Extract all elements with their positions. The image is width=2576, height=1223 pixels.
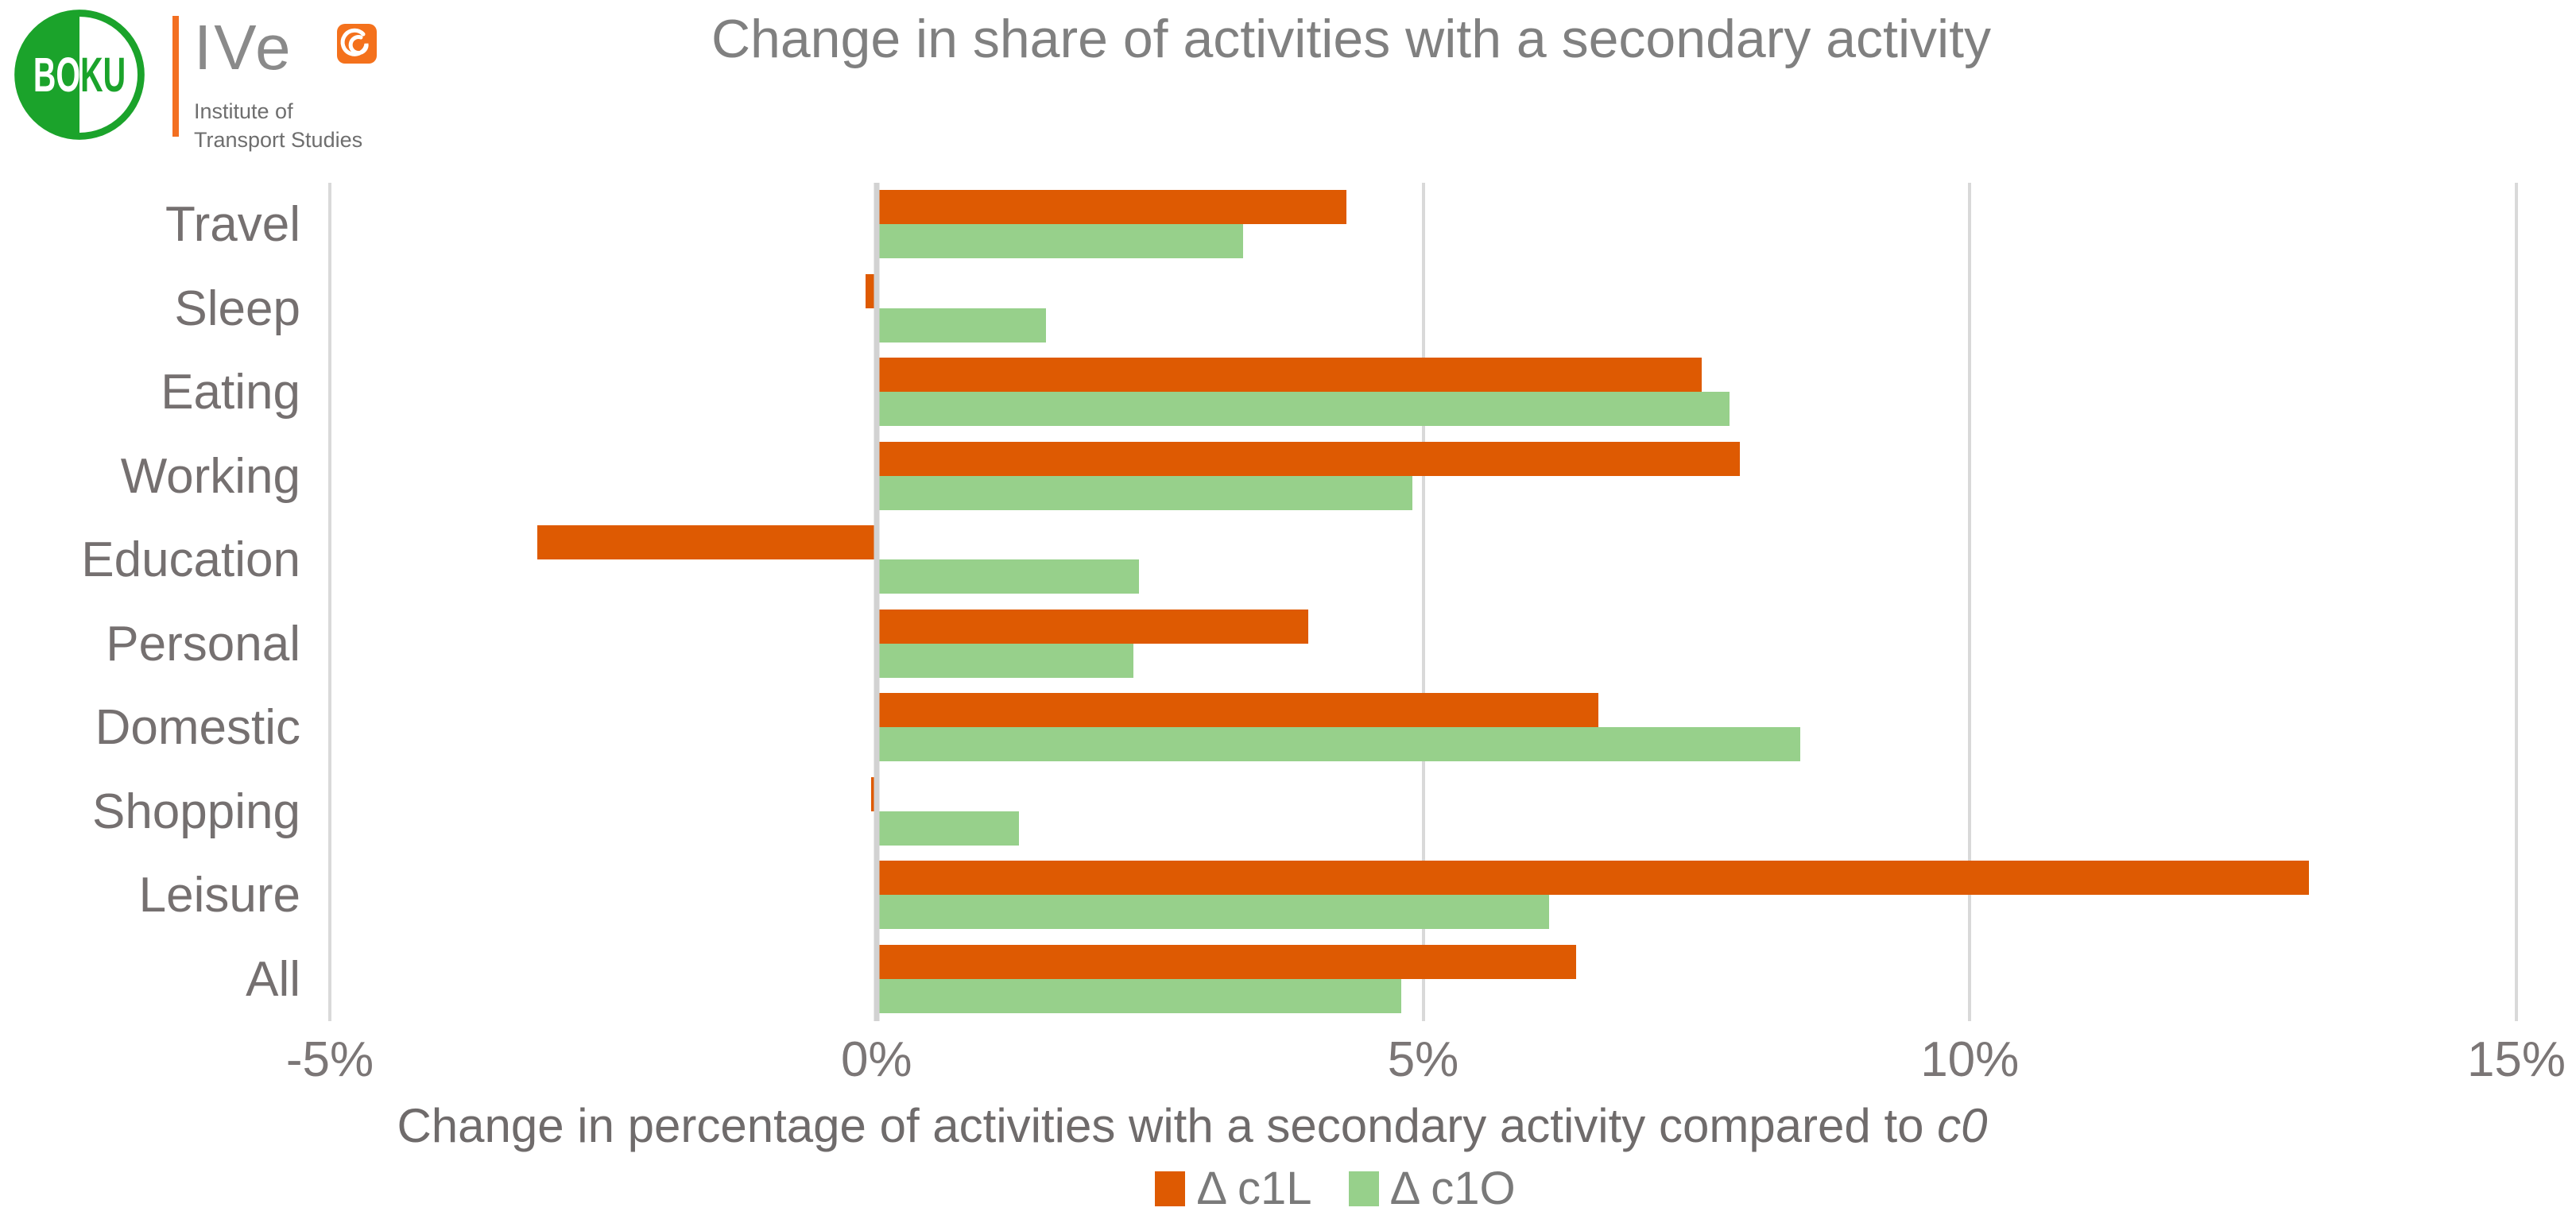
legend-swatch-c1L: [1155, 1171, 1186, 1206]
bar-c1O-leisure: [876, 895, 1549, 929]
category-label-domestic: Domestic: [95, 700, 300, 755]
bar-c1L-all: [876, 944, 1577, 979]
category-label-personal: Personal: [106, 616, 300, 671]
category-label-education: Education: [81, 532, 300, 587]
svg-text:BOKU: BOKU: [33, 48, 126, 103]
x-axis-tick-labels: -5% 0% 5% 10% 15%: [286, 1031, 2566, 1089]
bar-c1O-education: [876, 559, 1139, 594]
gridline--5%: [328, 183, 331, 1021]
ive-logo-badge-icon: [337, 24, 377, 64]
bar-c1O-domestic: [876, 727, 1801, 761]
bar-c1L-travel: [876, 190, 1347, 224]
ive-logo-text: IVe: [194, 12, 293, 83]
legend-item-c1L: Δ c1L: [1155, 1162, 1312, 1215]
legend-label-c1O: Δ c1O: [1389, 1163, 1516, 1214]
x-tick-label-10%: 10%: [1920, 1032, 2020, 1087]
x-axis-title: Change in percentage of activities with …: [270, 1098, 2114, 1153]
bar-c1L-education: [537, 525, 877, 559]
legend-item-c1O: Δ c1O: [1348, 1162, 1516, 1215]
category-label-shopping: Shopping: [91, 784, 300, 839]
x-tick-label-5%: 5%: [1387, 1032, 1459, 1087]
legend-label-c1L: Δ c1L: [1196, 1163, 1312, 1214]
category-label-eating: Eating: [161, 365, 300, 420]
category-label-sleep: Sleep: [174, 281, 300, 336]
bar-c1L-personal: [876, 609, 1309, 644]
gridline-15%: [2515, 183, 2518, 1021]
category-label-leisure: Leisure: [138, 868, 300, 923]
bar-c1L-leisure: [876, 861, 2309, 895]
category-label-working: Working: [120, 448, 300, 504]
category-axis-labels: Travel Sleep Eating Working Education Persona…: [0, 183, 300, 1021]
bar-c1O-all: [876, 978, 1401, 1013]
legend-items: Δ c1L Δ c1O: [1155, 1162, 1516, 1215]
bar-c1L-eating: [876, 358, 1702, 392]
bar-c1O-personal: [876, 643, 1133, 678]
bar-c1L-domestic: [876, 693, 1598, 727]
institute-name: Institute of Transport Studies: [194, 99, 363, 152]
plot-area: [328, 183, 2518, 1021]
bar-c1O-eating: [876, 392, 1730, 426]
gridline-10%: [1968, 183, 1972, 1021]
bar-c1L-working: [876, 441, 1741, 476]
logo-divider: [172, 16, 179, 137]
x-tick-label-0%: 0%: [840, 1032, 912, 1087]
legend-swatch-c1O: [1348, 1171, 1379, 1206]
boku-logo: BOKU: [14, 10, 145, 140]
bar-c1O-sleep: [876, 308, 1046, 343]
bar-c1O-working: [876, 475, 1412, 510]
x-axis-title-main: Change in percentage of activities with …: [397, 1099, 1938, 1152]
category-label-travel: Travel: [165, 197, 300, 252]
chart-legend: Δ c1L Δ c1O: [0, 1162, 2576, 1217]
zero-axis-line: [874, 183, 880, 1021]
x-tick-label--5%: -5%: [285, 1032, 374, 1087]
header-logo-block: BOKU IVe Institute of Transport Studies: [10, 5, 455, 152]
x-tick-label-15%: 15%: [2466, 1032, 2566, 1087]
bar-c1O-travel: [876, 224, 1243, 258]
category-label-all: All: [246, 951, 300, 1007]
chart-title: Change in share of activities with a sec…: [711, 9, 1992, 69]
x-axis-title-italic: c0: [1937, 1099, 1988, 1152]
bar-c1O-shopping: [876, 811, 1019, 846]
gridline-5%: [1421, 183, 1425, 1021]
